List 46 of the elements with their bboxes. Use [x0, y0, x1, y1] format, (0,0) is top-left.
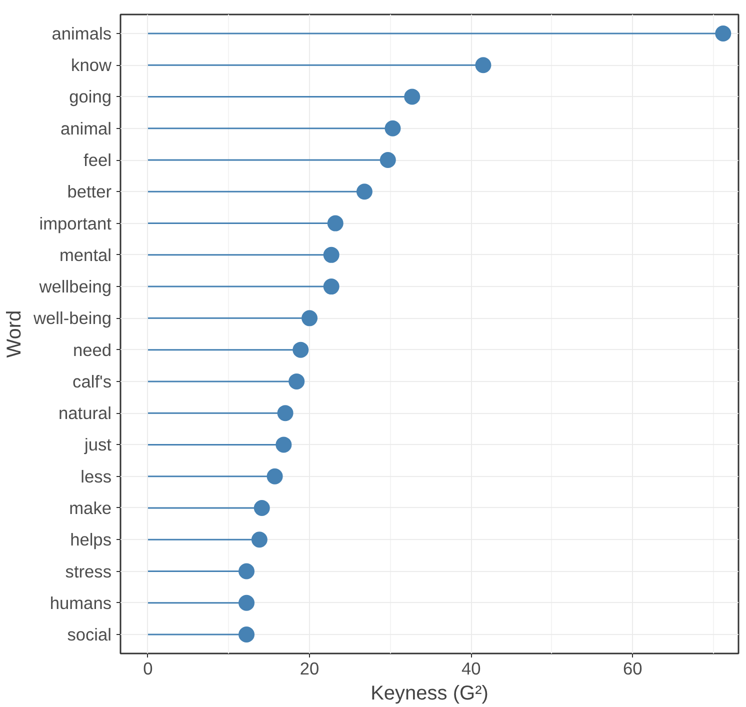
point [327, 215, 344, 232]
x-tick-label: 0 [143, 658, 153, 678]
point [238, 626, 255, 643]
point [715, 25, 732, 42]
y-tick-label: make [69, 498, 112, 518]
point [277, 405, 294, 422]
y-tick-label: less [80, 466, 112, 486]
point [276, 436, 292, 453]
y-tick-label: going [69, 86, 112, 107]
point [288, 373, 305, 390]
y-tick-label: helps [70, 530, 112, 550]
y-tick-label: feel [84, 150, 112, 170]
y-axis-title: Word [3, 310, 26, 358]
point [323, 278, 340, 295]
point [384, 120, 401, 136]
point [238, 563, 255, 580]
point [302, 310, 318, 326]
x-tick-label: 60 [623, 658, 642, 678]
y-tick-label: humans [50, 592, 112, 613]
y-tick-label: calf's [72, 371, 112, 392]
y-tick-label: mental [59, 244, 112, 265]
y-tick-label: social [67, 624, 112, 645]
y-tick-label: just [84, 434, 112, 455]
point [238, 594, 255, 611]
point [292, 342, 309, 358]
x-axis-title: Keyness (G²) [370, 682, 488, 704]
point [380, 152, 396, 168]
y-tick-label: better [67, 182, 112, 202]
point [475, 57, 492, 74]
y-tick-label: important [39, 213, 112, 234]
y-tick-label: wellbeing [38, 276, 112, 297]
point [266, 468, 283, 484]
point [251, 532, 268, 548]
y-tick-label: animal [60, 118, 112, 138]
point [323, 246, 340, 263]
y-tick-label: animals [52, 23, 112, 44]
point [254, 500, 270, 516]
y-tick-label: well-being [32, 308, 112, 328]
y-tick-label: know [71, 55, 112, 76]
y-tick-label: natural [58, 403, 112, 424]
x-tick-label: 40 [461, 658, 481, 678]
point [356, 184, 372, 200]
x-tick-label: 20 [300, 658, 320, 678]
point [404, 88, 420, 105]
y-tick-label: stress [65, 561, 112, 582]
y-tick-label: need [72, 340, 112, 360]
